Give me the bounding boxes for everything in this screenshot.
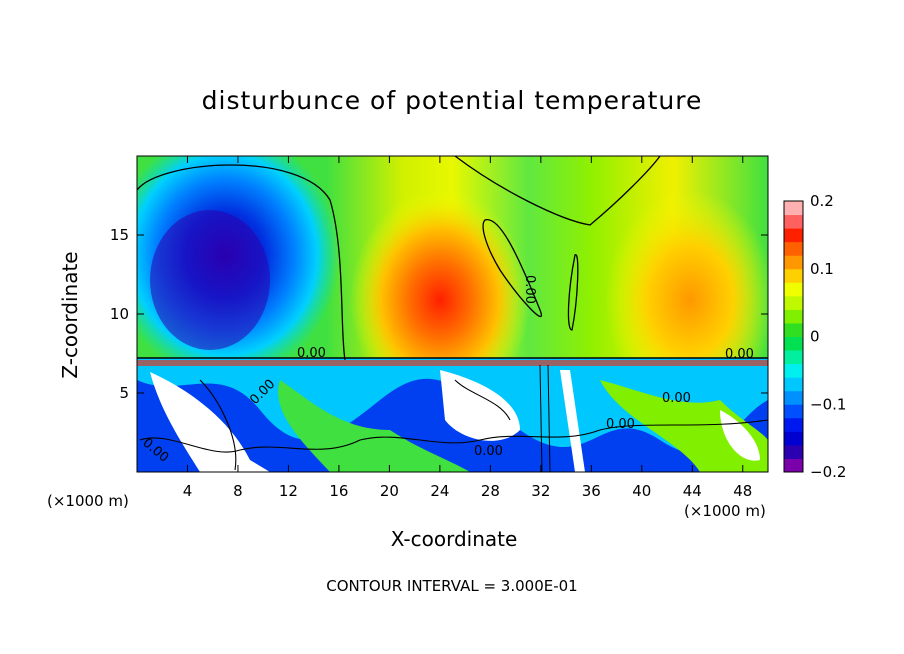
- colorbar-tick-label: −0.2: [810, 463, 846, 481]
- field-positive-upper-center: [350, 190, 530, 410]
- colorbar-swatch: [784, 241, 803, 256]
- y-tick-label: 5: [119, 384, 129, 402]
- colorbar-swatch: [784, 201, 803, 216]
- x-tick-label: 48: [733, 482, 752, 500]
- contour-line: [567, 254, 579, 331]
- colorbar-tick-label: 0.2: [810, 192, 834, 210]
- colorbar-swatch: [784, 390, 803, 405]
- x-axis-unit-left: (×1000 m): [47, 492, 129, 510]
- colorbar-swatch: [784, 363, 803, 378]
- contour-line: [454, 379, 511, 421]
- colorbar-swatch: [784, 309, 803, 324]
- field-positive-upper-right: [605, 190, 768, 410]
- y-axis-label: Z-coordinate: [58, 251, 82, 379]
- x-axis-label: X-coordinate: [390, 527, 518, 551]
- colorbar-tick-label: −0.1: [810, 395, 846, 413]
- x-tick-label: 16: [329, 482, 348, 500]
- colorbar-swatch: [784, 282, 803, 297]
- colorbar-swatch: [784, 404, 803, 419]
- colorbar-swatch: [784, 228, 803, 243]
- contour-label: 0.00: [297, 346, 326, 361]
- contour-interval-note: CONTOUR INTERVAL = 3.000E-01: [326, 577, 578, 595]
- colorbar-swatch: [784, 268, 803, 283]
- colorbar-swatch: [784, 417, 803, 432]
- colorbar-frame: [783, 200, 804, 473]
- colorbar-swatch: [784, 255, 803, 270]
- colorbar-swatch: [784, 458, 803, 473]
- x-tick-label: 28: [481, 482, 500, 500]
- x-tick-label: 40: [632, 482, 651, 500]
- colorbar-tick-label: 0.1: [810, 260, 834, 278]
- y-tick-label: 10: [110, 305, 129, 323]
- contour-line: [539, 364, 551, 472]
- field-negative-core: [150, 210, 270, 350]
- contour-label: 0.00: [725, 347, 754, 362]
- x-tick-label: 32: [531, 482, 550, 500]
- colorbar-tick-label: 0: [810, 328, 820, 346]
- y-tick-label: 15: [110, 226, 129, 244]
- colorbar-swatch: [784, 444, 803, 459]
- x-tick-label: 20: [380, 482, 399, 500]
- colorbar-swatch: [784, 431, 803, 446]
- contour-label: 0.00: [606, 417, 635, 432]
- x-tick-label: 24: [430, 482, 449, 500]
- colorbar-swatch: [784, 350, 803, 365]
- contour-line: [139, 419, 768, 453]
- colorbar-swatch: [784, 377, 803, 392]
- x-axis-unit-right: (×1000 m): [684, 502, 766, 520]
- x-tick-label: 36: [582, 482, 601, 500]
- chart-title: disturbunce of potential temperature: [201, 86, 703, 115]
- contour-label: 0.00: [474, 444, 503, 459]
- contour-line: [199, 379, 237, 471]
- x-tick-label: 4: [183, 482, 193, 500]
- contour-line: [454, 156, 661, 226]
- colorbar-swatch: [784, 322, 803, 337]
- contour-line: [137, 164, 346, 361]
- colorbar-swatch: [784, 295, 803, 310]
- x-tick-label: 8: [233, 482, 243, 500]
- x-tick-label: 44: [683, 482, 702, 500]
- contour-label: 0.00: [522, 275, 537, 304]
- colorbar-swatch: [784, 214, 803, 229]
- contour-line: [482, 219, 542, 318]
- x-tick-label: 12: [279, 482, 298, 500]
- contour-label: 0.00: [662, 391, 691, 406]
- colorbar-swatch: [784, 336, 803, 351]
